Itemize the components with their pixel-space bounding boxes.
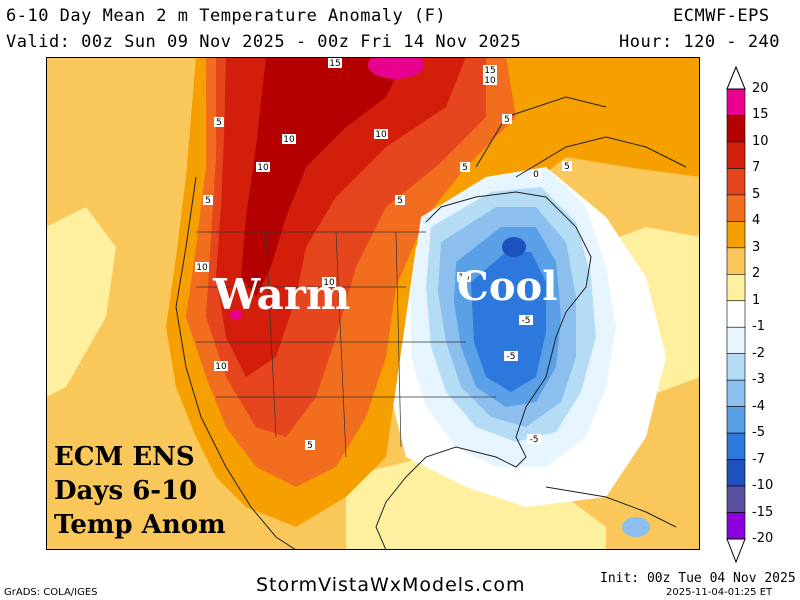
contour-label: 10: [283, 135, 295, 145]
colorbar-label: 15: [752, 107, 769, 123]
cool-region-5: [471, 252, 546, 392]
anomaly-map: 15 15 10 5 10 10 5 5 10 10 5 10 10 5 10 …: [46, 57, 700, 550]
contour-label: 15: [329, 59, 340, 69]
contour-label: 10: [196, 263, 208, 273]
colorbar-cell: [726, 485, 746, 513]
forecast-hours: Hour: 120 - 240: [619, 32, 781, 52]
colorbar-cell: [726, 432, 746, 460]
model-name: ECMWF-EPS: [673, 6, 770, 26]
contour-label: 5: [216, 118, 222, 128]
colorbar-cell: [726, 379, 746, 407]
warm-peak-north: [368, 57, 424, 79]
contour-label: 10: [323, 278, 335, 288]
colorbar-cell: [726, 353, 746, 381]
colorbar-cell: [726, 273, 746, 302]
contour-label: 10: [484, 76, 496, 86]
colorbar-label: -15: [752, 504, 774, 520]
colorbar-bottom-arrow: [726, 538, 746, 564]
warm-region-15: [241, 57, 406, 297]
pacific-pale-zone: [46, 207, 116, 397]
contour-label: 15: [484, 66, 495, 76]
contour-label: 5: [564, 162, 570, 172]
colorbar-cell: [726, 141, 746, 169]
caribbean-cool-blob: [622, 517, 650, 537]
contour-label: -5: [522, 316, 531, 326]
contour-label: -5: [530, 435, 539, 445]
contour-label: 10: [458, 273, 470, 283]
colorbar-label: -7: [752, 451, 765, 467]
contour-label: 5: [397, 196, 403, 206]
colorbar-cell: [726, 194, 746, 222]
colorbar-label: -3: [752, 372, 765, 388]
colorbar-label: -10: [752, 478, 774, 494]
colorbar: [726, 65, 746, 564]
caption-line: Temp Anom: [54, 510, 226, 540]
colorbar-cell: [726, 326, 746, 355]
site-name: StormVistaWxModels.com: [256, 574, 526, 596]
timestamp: 2025-11-04-01:25 ET: [666, 587, 773, 598]
colorbar-cell: [726, 168, 746, 196]
valid-period: Valid: 00z Sun 09 Nov 2025 - 00z Fri 14 …: [6, 32, 522, 52]
contour-label: 10: [215, 362, 227, 372]
colorbar-top-arrow: [726, 65, 746, 90]
colorbar-label: 3: [752, 239, 761, 255]
caption-line: ECM ENS: [54, 442, 195, 472]
warm-peak-west: [230, 310, 242, 320]
colorbar-cell: [726, 512, 746, 540]
contour-label: 5: [462, 163, 468, 173]
colorbar-cell: [726, 115, 746, 143]
coastlines: [175, 96, 687, 550]
caribbean-pale-zone: [346, 457, 606, 550]
colorbar-cell: [726, 247, 746, 275]
init-time: Init: 00z Tue 04 Nov 2025: [600, 571, 796, 586]
contour-label: 10: [375, 130, 387, 140]
colorbar-cell: [726, 459, 746, 487]
map-frame: [46, 57, 700, 550]
colorbar-cell: [726, 300, 746, 328]
cool-label: Cool: [457, 263, 558, 310]
colorbar-cell: [726, 88, 746, 116]
colorbar-label: -1: [752, 319, 765, 335]
colorbar-cell: [726, 221, 746, 249]
colorbar-label: 7: [752, 160, 761, 176]
credit: GrADS: COLA/IGES: [4, 587, 98, 598]
contour-labels: 15 15 10 5 10 10 5 5 10 10 5 10 10 5 10 …: [195, 58, 572, 451]
contour-label: 5: [504, 115, 510, 125]
colorbar-label: 2: [752, 266, 761, 282]
colorbar-cell: [726, 406, 746, 434]
map-title: 6-10 Day Mean 2 m Temperature Anomaly (F…: [6, 6, 447, 26]
contour-label: 5: [307, 441, 313, 451]
contour-label: -5: [507, 352, 516, 362]
contour-label: 10: [257, 163, 269, 173]
colorbar-label: 10: [752, 133, 769, 149]
colorbar-label: -20: [752, 531, 774, 546]
colorbar-label: -5: [752, 425, 765, 441]
caption: ECM ENS Days 6-10 Temp Anom: [54, 440, 226, 542]
contour-label: 5: [205, 196, 211, 206]
colorbar-label: 20: [752, 81, 769, 96]
colorbar-label: -4: [752, 398, 765, 414]
cool-region-7: [502, 237, 526, 257]
contour-label: 0: [533, 170, 539, 180]
colorbar-label: 1: [752, 292, 761, 308]
colorbar-label: 4: [752, 213, 761, 229]
warm-label: Warm: [213, 270, 351, 319]
colorbar-label: 5: [752, 186, 761, 202]
political-borders: [196, 231, 496, 458]
caption-line: Days 6-10: [54, 476, 198, 506]
colorbar-label: -2: [752, 345, 765, 361]
